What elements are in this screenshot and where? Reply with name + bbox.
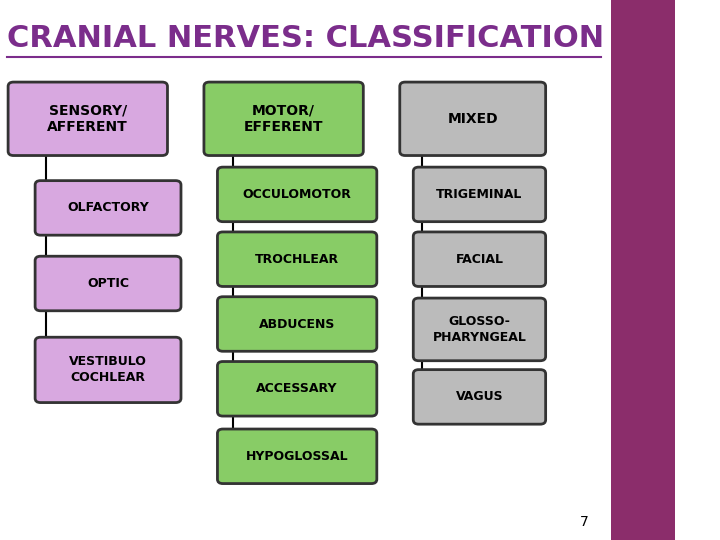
FancyBboxPatch shape bbox=[204, 82, 364, 156]
FancyBboxPatch shape bbox=[217, 297, 377, 351]
Text: MOTOR/
EFFERENT: MOTOR/ EFFERENT bbox=[244, 103, 323, 134]
FancyBboxPatch shape bbox=[35, 180, 181, 235]
Text: HYPOGLOSSAL: HYPOGLOSSAL bbox=[246, 450, 348, 463]
Text: OCCULOMOTOR: OCCULOMOTOR bbox=[243, 188, 351, 201]
Text: FACIAL: FACIAL bbox=[456, 253, 503, 266]
FancyBboxPatch shape bbox=[413, 232, 546, 286]
Text: ABDUCENS: ABDUCENS bbox=[259, 318, 336, 330]
FancyBboxPatch shape bbox=[35, 337, 181, 403]
FancyBboxPatch shape bbox=[217, 362, 377, 416]
FancyBboxPatch shape bbox=[413, 298, 546, 361]
Text: VESTIBULO
COCHLEAR: VESTIBULO COCHLEAR bbox=[69, 355, 147, 384]
FancyBboxPatch shape bbox=[8, 82, 168, 156]
Text: MIXED: MIXED bbox=[447, 112, 498, 126]
FancyBboxPatch shape bbox=[413, 369, 546, 424]
Text: GLOSSO-
PHARYNGEAL: GLOSSO- PHARYNGEAL bbox=[433, 315, 526, 344]
FancyBboxPatch shape bbox=[400, 82, 546, 156]
Text: VAGUS: VAGUS bbox=[456, 390, 503, 403]
Text: ACCESSARY: ACCESSARY bbox=[256, 382, 338, 395]
Text: SENSORY/
AFFERENT: SENSORY/ AFFERENT bbox=[48, 103, 128, 134]
Text: OPTIC: OPTIC bbox=[87, 277, 129, 290]
FancyBboxPatch shape bbox=[217, 167, 377, 221]
FancyBboxPatch shape bbox=[217, 232, 377, 286]
Text: TRIGEMINAL: TRIGEMINAL bbox=[436, 188, 523, 201]
FancyBboxPatch shape bbox=[217, 429, 377, 484]
Text: OLFACTORY: OLFACTORY bbox=[67, 201, 149, 214]
FancyBboxPatch shape bbox=[413, 167, 546, 221]
Text: TROCHLEAR: TROCHLEAR bbox=[255, 253, 339, 266]
FancyBboxPatch shape bbox=[611, 0, 675, 540]
FancyBboxPatch shape bbox=[35, 256, 181, 311]
Text: CRANIAL NERVES: CLASSIFICATION: CRANIAL NERVES: CLASSIFICATION bbox=[6, 24, 604, 53]
Text: 7: 7 bbox=[580, 515, 588, 529]
